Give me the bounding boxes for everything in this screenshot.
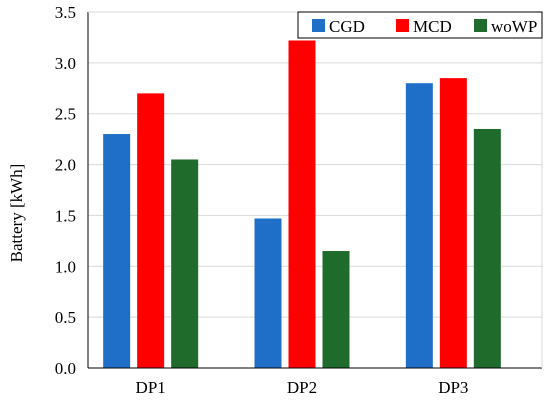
y-tick-label: 2.5 [55, 105, 76, 124]
y-tick-label: 2.0 [55, 156, 76, 175]
y-tick-label: 3.5 [55, 3, 76, 22]
bars [103, 40, 501, 368]
legend: CGD MCD woWP [297, 11, 543, 39]
bar-cgd-dp2 [254, 218, 282, 368]
y-tick-label: 0.0 [55, 359, 76, 378]
y-tick-labels: 0.0 0.5 1.0 1.5 2.0 2.5 3.0 3.5 [55, 3, 76, 378]
legend-label-mcd: MCD [413, 17, 452, 36]
y-tick-label: 1.5 [55, 206, 76, 225]
legend-box [297, 11, 543, 39]
bar-mcd-dp2 [288, 40, 316, 368]
x-category-label: DP3 [438, 378, 468, 397]
bar-cgd-dp1 [103, 134, 131, 368]
bar-wowp-dp2 [322, 251, 350, 368]
y-tick-label: 0.5 [55, 308, 76, 327]
x-category-label: DP2 [287, 378, 317, 397]
legend-label-cgd: CGD [329, 17, 365, 36]
y-tick-label: 1.0 [55, 257, 76, 276]
bar-cgd-dp3 [405, 83, 433, 368]
legend-swatch-mcd [396, 19, 409, 32]
bar-wowp-dp1 [171, 159, 199, 368]
legend-swatch-wowp [474, 19, 487, 32]
bar-mcd-dp1 [137, 93, 165, 368]
y-tick-label: 3.0 [55, 54, 76, 73]
y-axis-label: Battery [kWh] [7, 164, 26, 263]
legend-label-wowp: woWP [491, 17, 537, 36]
legend-swatch-cgd [312, 19, 325, 32]
bar-mcd-dp3 [439, 78, 467, 368]
x-category-label: DP1 [136, 378, 166, 397]
bar-wowp-dp3 [473, 128, 501, 368]
category-labels: DP1 DP2 DP3 [136, 378, 469, 397]
